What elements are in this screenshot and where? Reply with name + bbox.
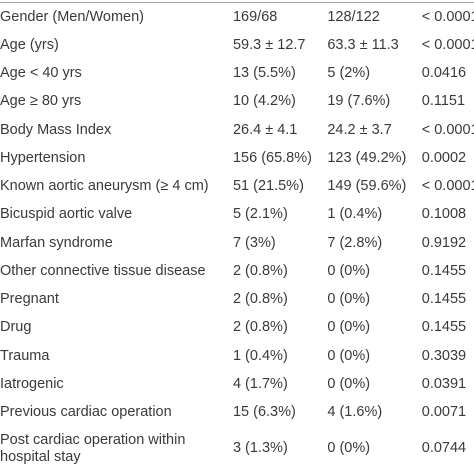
table-row: Age ≥ 80 yrs 10 (4.2%) 19 (7.6%) 0.1151 [0, 88, 474, 116]
row-label: Bicuspid aortic valve [0, 206, 133, 223]
group2-value: 0 (0%) [327, 347, 371, 364]
row-label: Body Mass Index [0, 121, 112, 138]
p-value: < 0.0001 [421, 121, 474, 138]
group2-value: 7 (2.8%) [327, 234, 383, 251]
group2-value: 0 (0%) [327, 440, 371, 457]
group2-value: 4 (1.6%) [327, 404, 383, 421]
group2-value: 0 (0%) [327, 262, 371, 279]
group2-value: 0 (0%) [327, 291, 371, 308]
row-label: Previous cardiac operation [0, 404, 172, 421]
table-row: Previous cardiac operation 15 (6.3%) 4 (… [0, 399, 474, 427]
p-value: 0.1455 [421, 291, 467, 308]
p-value: 0.9192 [421, 234, 467, 251]
group1-value: 15 (6.3%) [232, 404, 296, 421]
group1-value: 51 (21.5%) [232, 178, 304, 195]
p-value: 0.1455 [421, 262, 467, 279]
group2-value: 0 (0%) [327, 319, 371, 336]
group1-value: 26.4 ± 4.1 [232, 121, 298, 138]
row-label: Iatrogenic [0, 375, 64, 392]
group1-value: 156 (65.8%) [232, 149, 312, 166]
group2-value: 5 (2%) [327, 65, 371, 82]
table-row: Pregnant 2 (0.8%) 0 (0%) 0.1455 [0, 286, 474, 314]
row-label: Pregnant [0, 291, 59, 308]
row-label: Post cardiac operation within hospital s… [0, 431, 186, 465]
group1-value: 59.3 ± 12.7 [232, 36, 306, 53]
row-label: Gender (Men/Women) [0, 8, 144, 25]
row-label: Age ≥ 80 yrs [0, 93, 82, 110]
row-label: Age (yrs) [0, 36, 59, 53]
table-row: Drug 2 (0.8%) 0 (0%) 0.1455 [0, 314, 474, 342]
table-row: Age < 40 yrs 13 (5.5%) 5 (2%) 0.0416 [0, 60, 474, 88]
table-row: Hypertension 156 (65.8%) 123 (49.2%) 0.0… [0, 144, 474, 172]
row-label: Marfan syndrome [0, 234, 113, 251]
group1-value: 5 (2.1%) [232, 206, 288, 223]
row-label: Age < 40 yrs [0, 65, 82, 82]
p-value: 0.0071 [421, 404, 467, 421]
row-label: Drug [0, 319, 32, 336]
group2-value: 63.3 ± 11.3 [327, 36, 399, 53]
characteristics-table: Gender (Men/Women) 169/68 128/122 < 0.00… [0, 3, 474, 471]
group2-value: 24.2 ± 3.7 [327, 121, 392, 138]
group1-value: 2 (0.8%) [232, 319, 288, 336]
row-label: Other connective tissue disease [0, 262, 206, 279]
p-value: 0.1151 [421, 93, 466, 110]
table-row: Gender (Men/Women) 169/68 128/122 < 0.00… [0, 3, 474, 31]
p-value: 0.0416 [421, 65, 467, 82]
p-value: 0.1008 [421, 206, 467, 223]
p-value: 0.1455 [421, 319, 467, 336]
p-value: 0.0002 [421, 149, 467, 166]
row-label: Hypertension [0, 149, 86, 166]
group1-value: 7 (3%) [232, 234, 276, 251]
p-value: 0.0391 [421, 375, 467, 392]
group2-value: 128/122 [327, 8, 380, 25]
p-value: < 0.0001 [421, 8, 474, 25]
group2-value: 123 (49.2%) [327, 149, 407, 166]
group1-value: 1 (0.4%) [232, 347, 288, 364]
row-label: Trauma [0, 347, 50, 364]
table-row: Marfan syndrome 7 (3%) 7 (2.8%) 0.9192 [0, 229, 474, 257]
table-top-rule [0, 2, 474, 3]
p-value: < 0.0001 [421, 36, 474, 53]
table-row: Trauma 1 (0.4%) 0 (0%) 0.3039 [0, 342, 474, 370]
group1-value: 2 (0.8%) [232, 262, 288, 279]
group2-value: 0 (0%) [327, 375, 371, 392]
table-row: Age (yrs) 59.3 ± 12.7 63.3 ± 11.3 < 0.00… [0, 31, 474, 59]
table-row: Bicuspid aortic valve 5 (2.1%) 1 (0.4%) … [0, 201, 474, 229]
row-label: Known aortic aneurysm (≥ 4 cm) [0, 178, 209, 195]
p-value: 0.3039 [421, 347, 467, 364]
table-row: Post cardiac operation within hospital s… [0, 427, 474, 471]
group1-value: 13 (5.5%) [232, 65, 296, 82]
group1-value: 4 (1.7%) [232, 375, 288, 392]
table-row: Iatrogenic 4 (1.7%) 0 (0%) 0.0391 [0, 370, 474, 398]
group1-value: 10 (4.2%) [232, 93, 296, 110]
group1-value: 2 (0.8%) [232, 291, 288, 308]
group1-value: 3 (1.3%) [232, 440, 288, 457]
group2-value: 149 (59.6%) [327, 178, 407, 195]
p-value: < 0.0001 [421, 178, 474, 195]
group1-value: 169/68 [232, 8, 278, 25]
table-row: Body Mass Index 26.4 ± 4.1 24.2 ± 3.7 < … [0, 116, 474, 144]
table-row: Known aortic aneurysm (≥ 4 cm) 51 (21.5%… [0, 173, 474, 201]
table-row: Other connective tissue disease 2 (0.8%)… [0, 257, 474, 285]
group2-value: 19 (7.6%) [327, 93, 391, 110]
group2-value: 1 (0.4%) [327, 206, 383, 223]
p-value: 0.0744 [421, 440, 467, 457]
